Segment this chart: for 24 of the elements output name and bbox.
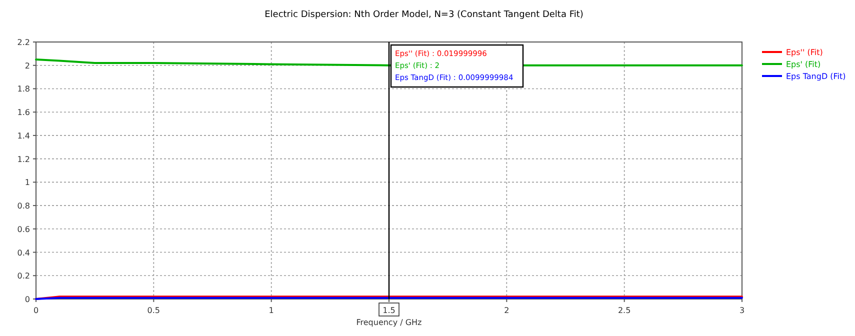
x-tick-label: 2.5: [618, 306, 631, 315]
x-tick-label: 1.5: [382, 306, 396, 315]
legend-label: Eps TangD (Fit): [786, 72, 846, 81]
y-tick-label: 0.4: [17, 248, 30, 258]
y-tick-label: 0.6: [17, 224, 30, 234]
y-tick-label: 2.2: [17, 38, 30, 47]
x-axis-title: Frequency / GHz: [356, 318, 422, 327]
x-tick-label: 0: [33, 306, 39, 315]
y-tick-label: 0.8: [17, 202, 30, 211]
y-tick-label: 1: [24, 178, 30, 188]
y-tick-label: 2: [24, 61, 30, 70]
y-tick-label: 0.2: [17, 272, 30, 281]
legend-label: Eps' (Fit): [786, 60, 821, 69]
y-tick-label: 1.6: [17, 108, 30, 118]
x-tick-label: 1: [268, 306, 274, 315]
legend-label: Eps'' (Fit): [786, 48, 823, 57]
x-tick-label: 0.5: [147, 306, 160, 315]
y-tick-label: 1.4: [17, 131, 30, 140]
x-tick-label: 2: [504, 306, 510, 315]
y-tick-label: 1.2: [17, 154, 30, 164]
y-tick-label: 0: [24, 295, 30, 304]
x-tick-label: 3: [739, 306, 745, 315]
y-tick-label: 1.8: [17, 84, 30, 94]
chart-title: Electric Dispersion: Nth Order Model, N=3 (Constant Tangent Delta Fit): [264, 10, 584, 20]
